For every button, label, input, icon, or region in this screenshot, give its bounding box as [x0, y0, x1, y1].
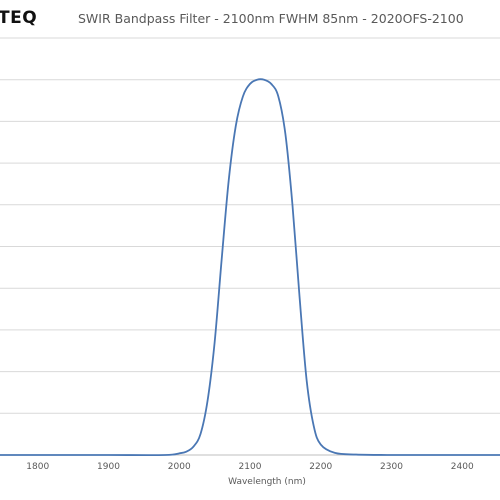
x-tick-label: 1800: [26, 462, 49, 472]
x-axis-ticks: 170018001900200021002200230024002500: [26, 462, 474, 472]
series-layer: [0, 78, 500, 457]
x-axis-label: Wavelength (nm): [228, 477, 306, 487]
series-line: [0, 78, 500, 457]
x-tick-label: 2300: [380, 462, 403, 472]
x-tick-label: 2200: [309, 462, 332, 472]
x-tick-label: 2000: [168, 462, 191, 472]
chart-title: SWIR Bandpass Filter - 2100nm FWHM 85nm …: [78, 11, 464, 26]
brand-logo: TEQ: [0, 8, 38, 28]
gridlines: [0, 37, 500, 456]
x-tick-label: 2400: [451, 462, 474, 472]
x-tick-label: 2100: [239, 462, 262, 472]
x-tick-label: 1900: [97, 462, 120, 472]
